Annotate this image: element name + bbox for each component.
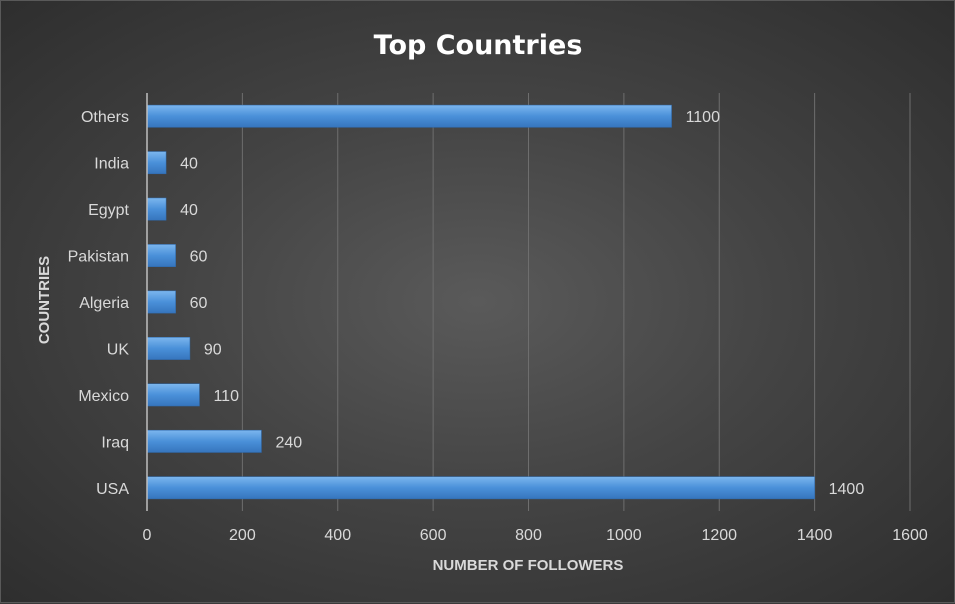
x-tick-label: 400 [324,527,351,544]
bar [146,383,200,407]
data-label: 40 [180,202,198,219]
data-label: 1100 [686,109,721,126]
x-tick-label: 1000 [606,527,642,544]
gridlines [241,93,911,511]
y-category-label: Mexico [78,388,129,405]
x-tick-label: 0 [143,527,152,544]
y-category-label: UK [107,341,130,358]
y-axis-categories: USA Iraq Mexico UK Algeria Pakistan Egypt India… [68,109,130,498]
bar [146,337,191,360]
data-label: 90 [204,341,222,358]
data-label: 1400 [829,481,865,498]
bar [146,151,167,175]
y-category-label: Algeria [79,295,129,312]
y-category-label: Pakistan [68,249,129,266]
bar [146,429,262,453]
y-category-label: Iraq [101,434,129,451]
x-tick-label: 600 [420,527,447,544]
y-axis-title: COUNTRIES [36,256,53,344]
data-label: 60 [190,295,208,312]
y-category-label: India [94,156,129,173]
bar [146,476,815,500]
data-label: 60 [190,249,208,266]
bar [146,244,176,267]
bar [146,197,167,221]
data-label: 40 [180,156,198,173]
x-tick-label: 1200 [701,527,737,544]
y-category-label: USA [96,481,129,498]
bar [146,104,672,128]
chart-title: Top Countries [374,30,583,61]
data-label: 110 [213,388,239,405]
x-tick-label: 200 [229,527,256,544]
y-category-label: Others [81,109,129,126]
x-tick-label: 800 [515,527,542,544]
y-category-label: Egypt [88,202,129,219]
data-label: 240 [275,434,302,451]
x-axis-ticks: 0 200 400 600 800 1000 1200 1400 1600 [143,527,928,544]
x-tick-label: 1400 [797,527,833,544]
bars: 1400 240 110 90 60 60 40 40 1100 [146,104,865,500]
bar [146,290,176,314]
x-tick-label: 1600 [892,527,928,544]
x-axis-title: NUMBER OF FOLLOWERS [433,557,624,574]
